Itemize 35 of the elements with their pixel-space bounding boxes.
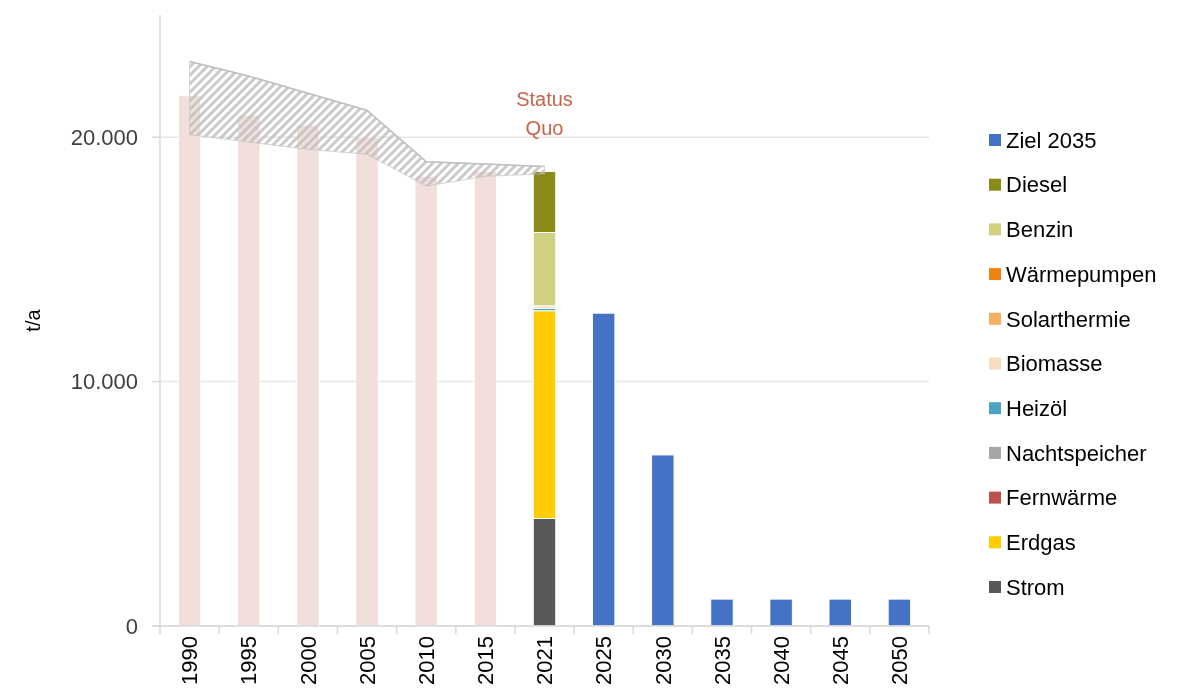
y-tick-label: 20.000 [70,124,138,150]
y-tick-label: 10.000 [70,369,138,395]
bar [769,598,793,627]
legend-label: Benzin [1006,217,1074,243]
x-tick-label: 2021 [532,636,558,685]
x-tick-label: 2025 [591,636,617,685]
y-axis-title: t/a [22,308,44,332]
x-tick-label: 1995 [236,636,262,685]
legend-label: Biomasse [1006,351,1103,377]
bar [828,598,853,627]
legend-label: Ziel 2035 [1006,127,1097,153]
legend-label: Erdgas [1006,530,1076,555]
legend-label: Strom [1006,574,1065,600]
x-tick-label: 2035 [709,636,735,685]
bar [710,598,734,627]
legend-label: Heizöl [1006,395,1068,421]
x-tick-label: 2000 [295,636,321,685]
legend-label: Nachtspeicher [1006,440,1147,466]
y-tick-label: 0 [125,613,138,639]
legend-label: Wärmepumpen [1006,261,1157,287]
x-tick-label: 2010 [413,636,439,685]
bar [591,312,616,627]
x-tick-label: 2045 [827,636,853,685]
legend-label: Fernwärme [1006,485,1118,511]
x-tick-label: 2040 [768,636,794,685]
bar [651,454,675,627]
bar [887,598,912,627]
x-tick-label: 2015 [473,636,499,685]
x-tick-label: 2030 [650,636,676,685]
x-tick-label: 2005 [354,636,380,685]
annotation: Status Quo [516,88,573,140]
x-tick-label: 1990 [177,636,203,685]
legend-label: Solarthermie [1006,306,1131,332]
legend-label: Diesel [1006,172,1068,198]
x-tick-label: 2050 [887,636,913,685]
